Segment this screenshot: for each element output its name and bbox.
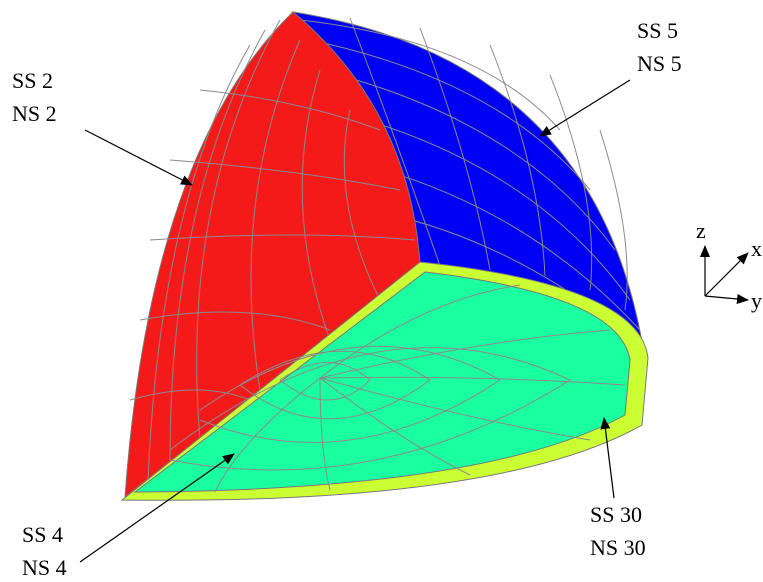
axis-y — [705, 296, 748, 300]
label-ss: SS 30 — [590, 502, 642, 527]
mesh-diagram: SS 2 NS 2 SS 5 NS 5 SS 4 NS 4 SS 30 NS 3… — [0, 0, 763, 582]
leader-line — [540, 80, 630, 136]
label-ns: NS 5 — [637, 51, 682, 76]
label-ss: SS 4 — [22, 522, 63, 547]
label-ss: SS 5 — [637, 18, 678, 43]
leader-line — [85, 130, 192, 185]
label-ns: NS 2 — [12, 101, 57, 126]
label-ns: NS 4 — [22, 555, 67, 580]
label-ns: NS 30 — [590, 535, 646, 560]
label-ss: SS 2 — [12, 68, 53, 93]
axis-label: x — [751, 236, 762, 261]
axis-x — [705, 253, 748, 296]
axis-label: z — [696, 218, 706, 243]
axis-label: y — [751, 288, 762, 313]
